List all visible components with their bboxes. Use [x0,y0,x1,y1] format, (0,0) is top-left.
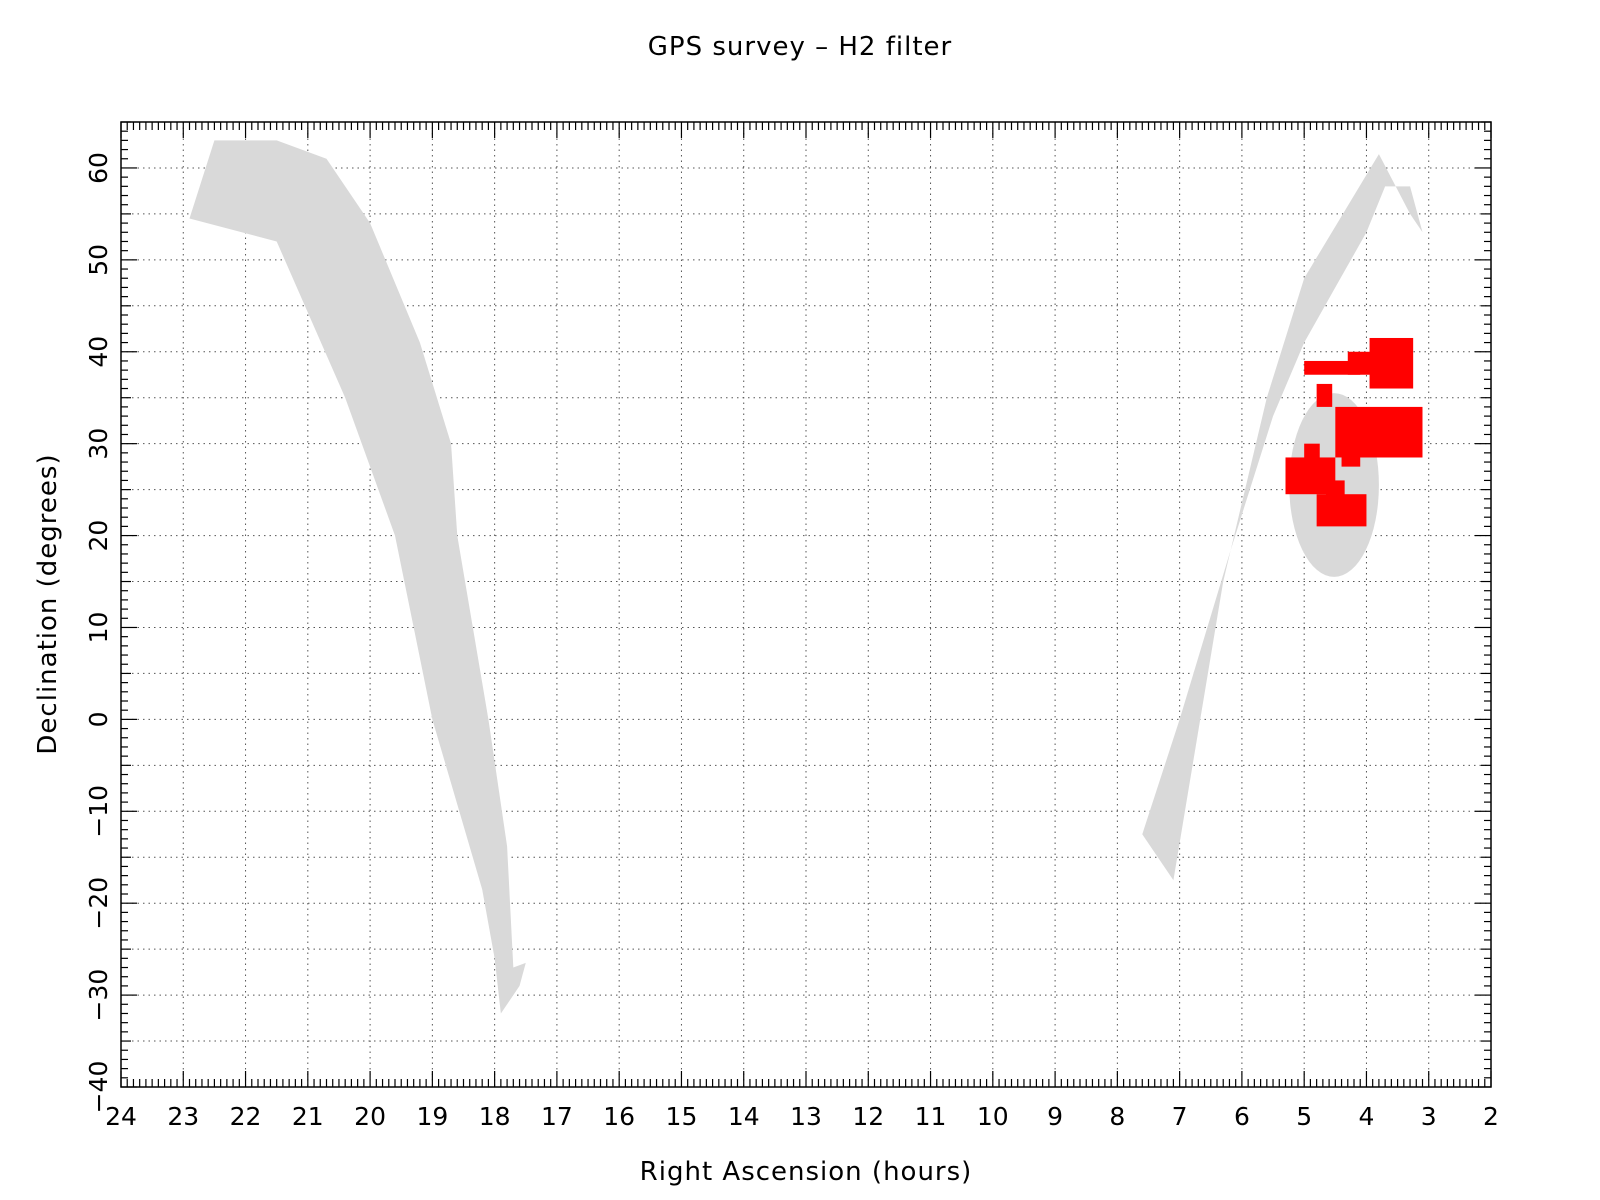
x-tick-label: 20 [354,1102,386,1131]
x-axis-label: Right Ascension (hours) [640,1157,973,1187]
observed-field [1304,443,1320,463]
x-tick-label: 23 [167,1102,199,1131]
y-tick-label: −20 [84,877,113,930]
observed-field [1316,383,1333,407]
y-tick-labels: −40 −30 −20 −10 0 10 20 30 40 50 60 [84,152,113,1113]
observed-field [1316,494,1367,527]
x-tick-label: 22 [230,1102,262,1131]
x-tick-label: 4 [1359,1102,1375,1131]
y-tick-label: 60 [84,152,113,184]
x-tick-label: 7 [1172,1102,1188,1131]
y-axis-label: Declination (degrees) [33,453,63,754]
x-tick-label: 15 [666,1102,698,1131]
x-tick-label: 10 [977,1102,1009,1131]
y-tick-label: 50 [84,244,113,276]
x-tick-label: 24 [105,1102,137,1131]
x-tick-label: 11 [915,1102,947,1131]
x-tick-label: 18 [479,1102,511,1131]
y-tick-label: 20 [84,520,113,552]
x-tick-label: 9 [1047,1102,1063,1131]
x-tick-label: 16 [603,1102,635,1131]
observed-field [1360,429,1414,458]
observed-field [1341,443,1361,467]
coverage-band [189,140,526,1014]
x-tick-label: 8 [1109,1102,1125,1131]
observed-field [1325,480,1345,499]
x-tick-label: 19 [416,1102,448,1131]
x-tick-label: 13 [790,1102,822,1131]
y-tick-label: 40 [84,336,113,368]
y-tick-label: −40 [84,1061,113,1114]
observed-field [1369,337,1414,389]
y-tick-label: −10 [84,785,113,838]
coverage-band [1142,154,1423,881]
x-tick-label: 14 [728,1102,760,1131]
x-tick-label: 5 [1296,1102,1312,1131]
chart-title: GPS survey – H2 filter [648,32,952,62]
y-tick-label: 30 [84,428,113,460]
x-tick-label: 6 [1234,1102,1250,1131]
y-tick-label: 10 [84,612,113,644]
x-tick-label: 17 [541,1102,573,1131]
x-tick-label: 12 [852,1102,884,1131]
axis-ticks [120,121,1492,1088]
x-tick-label: 2 [1483,1102,1499,1131]
x-tick-label: 3 [1421,1102,1437,1131]
observed-fields [1285,337,1423,527]
grid-lines [121,122,1491,1087]
x-tick-labels: 24 23 22 21 20 19 18 17 16 15 14 13 12 11 10 9 8 7 6 5 4 3 2 [105,1102,1499,1131]
y-tick-label: −30 [84,969,113,1022]
x-tick-label: 21 [292,1102,324,1131]
y-tick-label: 0 [84,711,113,727]
observed-field [1304,360,1361,375]
